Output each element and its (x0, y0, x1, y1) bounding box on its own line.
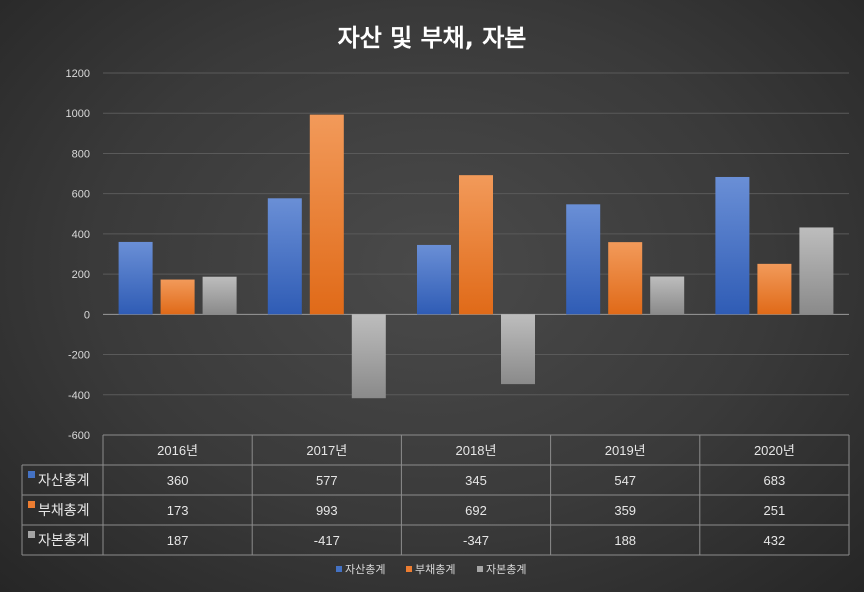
table-cell: -347 (463, 533, 489, 548)
y-tick-label: -600 (68, 430, 90, 442)
legend-label: 자산총계 (345, 563, 385, 576)
axis-layer: 1200 1000 800 600 400 200 0 -200 -400 -600 (66, 68, 90, 442)
table-cell: 683 (764, 473, 786, 488)
legend-label: 부채총계 (415, 563, 455, 576)
x-category-label: 2017년 (306, 443, 347, 458)
table-row-label: 자본총계 (38, 533, 90, 549)
table-cell: -417 (314, 533, 340, 548)
table-row-label: 부채총계 (38, 503, 90, 519)
bar-자본총계-2018년 (501, 314, 535, 385)
table-cell: 360 (167, 473, 189, 488)
legend-key (28, 471, 35, 478)
y-tick-label: 400 (72, 229, 90, 241)
y-tick-label: 1000 (66, 108, 90, 120)
table-cell: 359 (614, 503, 636, 518)
bar-자산총계-2018년 (417, 244, 451, 315)
x-category-label: 2019년 (605, 443, 646, 458)
legend-label: 자본총계 (486, 563, 526, 576)
bar-자본총계-2016년 (202, 276, 237, 315)
bar-자산총계-2017년 (267, 198, 302, 315)
table-cell: 432 (764, 533, 786, 548)
legend-swatch (477, 566, 483, 572)
bar-부채총계-2016년 (160, 279, 195, 315)
table-cell: 251 (764, 503, 786, 518)
bar-자본총계-2017년 (351, 314, 386, 399)
table-cell: 173 (167, 503, 189, 518)
y-tick-label: 600 (72, 189, 90, 201)
legend: 자산총계 부채총계 자본총계 (336, 563, 526, 576)
table-cell: 692 (465, 503, 487, 518)
legend-swatch (336, 566, 342, 572)
y-tick-label: -200 (68, 350, 90, 362)
table-cell: 345 (465, 473, 487, 488)
x-category-label: 2020년 (754, 443, 795, 458)
bar-부채총계-2019년 (608, 242, 643, 315)
table-cell: 187 (167, 533, 189, 548)
y-tick-label: 200 (72, 269, 90, 281)
y-tick-label: 0 (84, 309, 90, 321)
legend-key (28, 501, 35, 508)
chart-title: 자산 및 부채, 자본 (337, 24, 527, 52)
bar-부채총계-2018년 (459, 175, 493, 315)
bar-자산총계-2016년 (118, 241, 153, 315)
bar-자본총계-2019년 (650, 276, 685, 315)
bar-자본총계-2020년 (799, 227, 834, 315)
bar-부채총계-2017년 (309, 114, 344, 315)
y-tick-label: 800 (72, 148, 90, 160)
x-category-label: 2016년 (157, 443, 198, 458)
bar-부채총계-2020년 (757, 263, 792, 315)
bar-자산총계-2020년 (715, 176, 750, 315)
table-row-label: 자산총계 (38, 473, 90, 489)
y-tick-label: -400 (68, 390, 90, 402)
table-cell: 577 (316, 473, 338, 488)
legend-swatch (406, 566, 412, 572)
bars-layer (118, 114, 834, 399)
bar-자산총계-2019년 (566, 204, 601, 315)
table-cell: 993 (316, 503, 338, 518)
table-cell: 188 (614, 533, 636, 548)
table-cell: 547 (614, 473, 636, 488)
y-tick-label: 1200 (66, 68, 90, 80)
x-category-label: 2018년 (456, 443, 497, 458)
legend-key (28, 531, 35, 538)
